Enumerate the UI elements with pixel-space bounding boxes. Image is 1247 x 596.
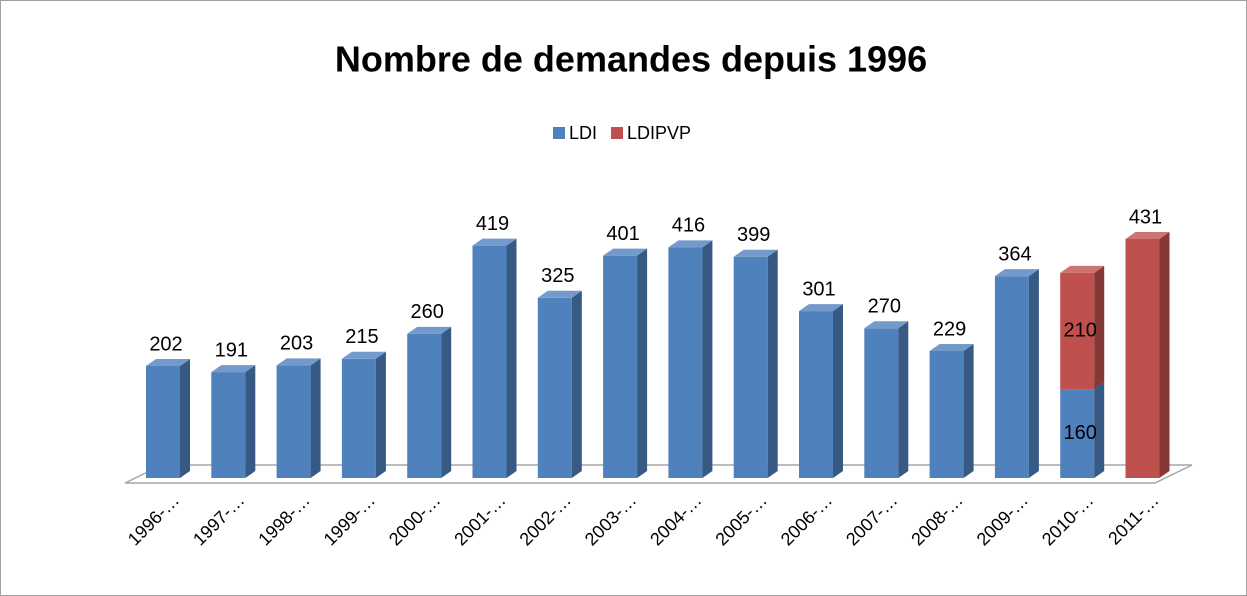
bar-front xyxy=(799,311,833,478)
data-label: 325 xyxy=(541,265,574,287)
bar-front xyxy=(1060,272,1095,390)
bar-top xyxy=(799,304,843,312)
data-label: 301 xyxy=(802,278,835,300)
bar-side xyxy=(637,248,648,478)
bar-front xyxy=(603,255,638,478)
bar-side xyxy=(963,344,974,478)
bar xyxy=(668,240,713,478)
bar-front xyxy=(1060,389,1095,478)
data-label: 202 xyxy=(149,333,182,355)
bar-side xyxy=(506,238,517,478)
bar xyxy=(341,351,386,478)
data-label: 270 xyxy=(868,296,901,318)
bar xyxy=(211,365,256,478)
data-label: 215 xyxy=(345,326,378,348)
bar-top xyxy=(994,269,1039,277)
bar-side xyxy=(375,351,386,478)
data-label: 203 xyxy=(280,333,313,355)
bar-top xyxy=(276,358,321,366)
bar-top xyxy=(472,238,517,246)
bar-front xyxy=(864,328,899,478)
bar-front xyxy=(668,247,703,478)
bar-side xyxy=(1094,382,1105,478)
data-label: 401 xyxy=(606,223,639,245)
bar-side xyxy=(441,326,452,478)
bar-top xyxy=(668,240,713,248)
bar xyxy=(799,304,843,478)
bar-side xyxy=(833,304,843,478)
legend-label: LDIPVP xyxy=(627,123,691,143)
legend-swatch xyxy=(553,127,565,139)
bar xyxy=(537,290,582,478)
bar-side xyxy=(180,358,190,478)
legend-swatch xyxy=(611,127,624,139)
bar-front xyxy=(537,297,572,478)
bar-side xyxy=(310,358,321,478)
data-label: 160 xyxy=(1064,422,1097,444)
data-label: 191 xyxy=(215,339,248,361)
bar xyxy=(929,344,974,478)
bar-front xyxy=(341,358,376,478)
bar-front xyxy=(146,365,180,478)
legend-label: LDI xyxy=(569,123,597,143)
bar-front xyxy=(407,333,442,478)
bar-side xyxy=(1094,265,1105,390)
data-label: 416 xyxy=(672,215,705,237)
bar xyxy=(276,358,321,478)
bar-top xyxy=(733,249,778,257)
bar-front xyxy=(929,351,964,478)
bar-side xyxy=(898,321,909,478)
data-label: 364 xyxy=(998,243,1031,265)
bar xyxy=(864,321,909,478)
bar-top xyxy=(407,326,452,334)
bar-side xyxy=(571,290,582,478)
data-label: 419 xyxy=(476,213,509,235)
data-label: 229 xyxy=(933,318,966,340)
bar xyxy=(472,238,517,478)
bar xyxy=(603,248,648,478)
chart-title: Nombre de demandes depuis 1996 xyxy=(335,39,927,80)
bar-front xyxy=(211,372,246,478)
bar-front xyxy=(472,245,507,478)
bar-side xyxy=(1159,232,1170,478)
bar-top xyxy=(929,344,974,352)
bar-front xyxy=(994,276,1029,478)
bar xyxy=(407,326,452,478)
bar xyxy=(146,358,190,478)
bar-top xyxy=(1060,265,1105,273)
bar-side xyxy=(1028,269,1039,478)
bar-top xyxy=(211,365,256,373)
bar xyxy=(994,269,1039,478)
data-label: 260 xyxy=(411,301,444,323)
bar-top xyxy=(146,358,190,366)
bar-front xyxy=(733,256,768,478)
bar-side xyxy=(767,249,778,478)
bar-top xyxy=(603,248,648,256)
bar-front xyxy=(276,365,311,478)
data-label: 210 xyxy=(1064,319,1097,341)
bar-side xyxy=(245,365,256,478)
bar-top xyxy=(1125,232,1170,239)
bar-side xyxy=(702,240,713,478)
data-label: 399 xyxy=(737,224,770,246)
bar-front xyxy=(1125,239,1160,478)
bar-top xyxy=(341,351,386,359)
bar xyxy=(1125,232,1170,478)
bar-top xyxy=(537,290,582,298)
bar xyxy=(1060,265,1105,390)
data-label: 431 xyxy=(1129,206,1162,228)
bar-top xyxy=(864,321,909,329)
bar xyxy=(733,249,778,478)
